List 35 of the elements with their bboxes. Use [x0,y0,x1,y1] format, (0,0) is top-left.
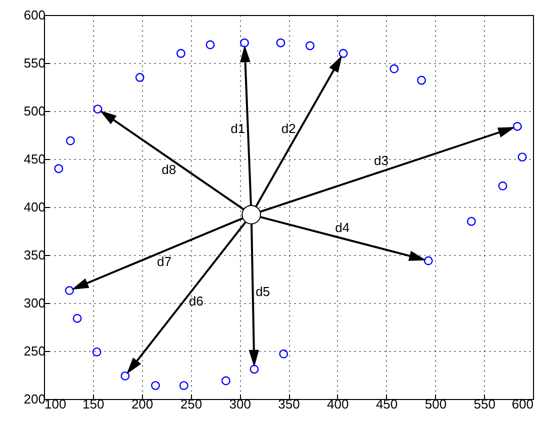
point [466,216,476,226]
point [306,41,314,50]
annotation: d3 [374,153,388,168]
annotation: d5 [256,284,270,299]
annotation: d1 [230,121,246,136]
point [176,48,186,58]
point [250,364,259,374]
point [242,204,262,224]
point [512,122,522,131]
point [120,371,130,380]
y-tick-label: 600 [24,8,46,22]
point [240,38,249,48]
point [72,314,82,323]
point [221,376,230,386]
point [66,136,75,146]
point [93,104,102,114]
point [135,72,144,82]
point [498,181,508,190]
point [179,381,188,390]
point [424,256,433,266]
point [92,347,102,356]
point [279,349,288,358]
point [518,152,527,162]
annotation: d8 [162,162,176,178]
annotation: d6 [188,293,204,308]
point [151,381,160,390]
point [276,38,286,48]
point [417,76,426,85]
annotation: d2 [281,121,296,136]
point [390,64,399,74]
point [206,40,215,50]
point [54,164,64,174]
point [338,48,348,58]
point [64,286,74,295]
annotation: d4 [335,220,350,236]
